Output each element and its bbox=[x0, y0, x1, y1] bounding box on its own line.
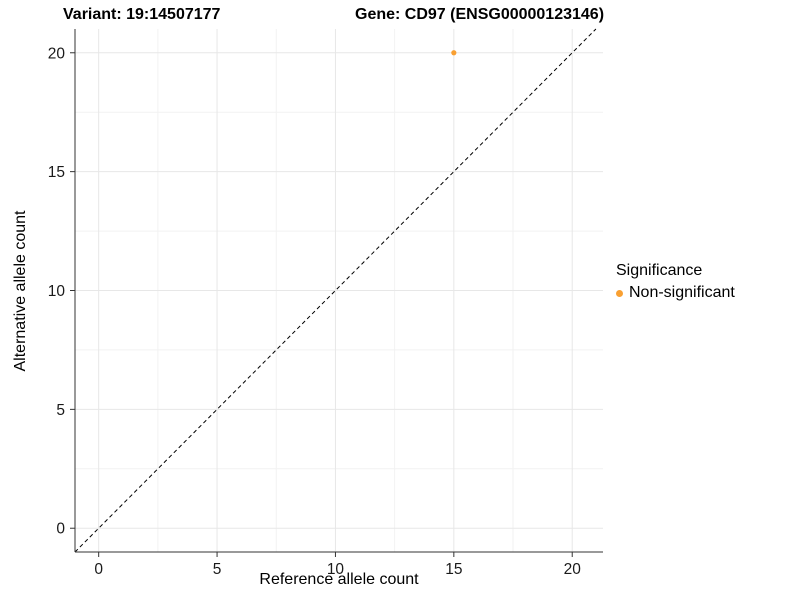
legend-title: Significance bbox=[616, 262, 703, 279]
legend-entry: Non-significant bbox=[616, 284, 735, 302]
y-tick-label: 20 bbox=[48, 45, 66, 62]
y-tick-label: 15 bbox=[48, 164, 65, 181]
x-tick-label: 15 bbox=[445, 561, 462, 578]
y-tick-label: 5 bbox=[56, 402, 65, 419]
legend-entry-label: Non-significant bbox=[629, 284, 735, 301]
x-tick-label: 20 bbox=[564, 561, 582, 578]
gene-title: Gene: CD97 (ENSG00000123146) bbox=[355, 6, 605, 23]
data-point bbox=[451, 50, 457, 56]
y-tick-label: 10 bbox=[48, 283, 66, 300]
legend-dot-icon bbox=[616, 289, 623, 297]
x-tick-label: 10 bbox=[327, 561, 345, 578]
x-tick-label: 5 bbox=[213, 561, 222, 578]
variant-title: Variant: 19:14507177 bbox=[63, 6, 221, 23]
x-axis-title: Reference allele count bbox=[259, 571, 419, 588]
legend: Significance Non-significant bbox=[616, 262, 735, 302]
x-tick-label: 0 bbox=[94, 561, 103, 578]
y-tick-label: 0 bbox=[56, 521, 65, 538]
y-axis-title: Alternative allele count bbox=[12, 210, 29, 372]
